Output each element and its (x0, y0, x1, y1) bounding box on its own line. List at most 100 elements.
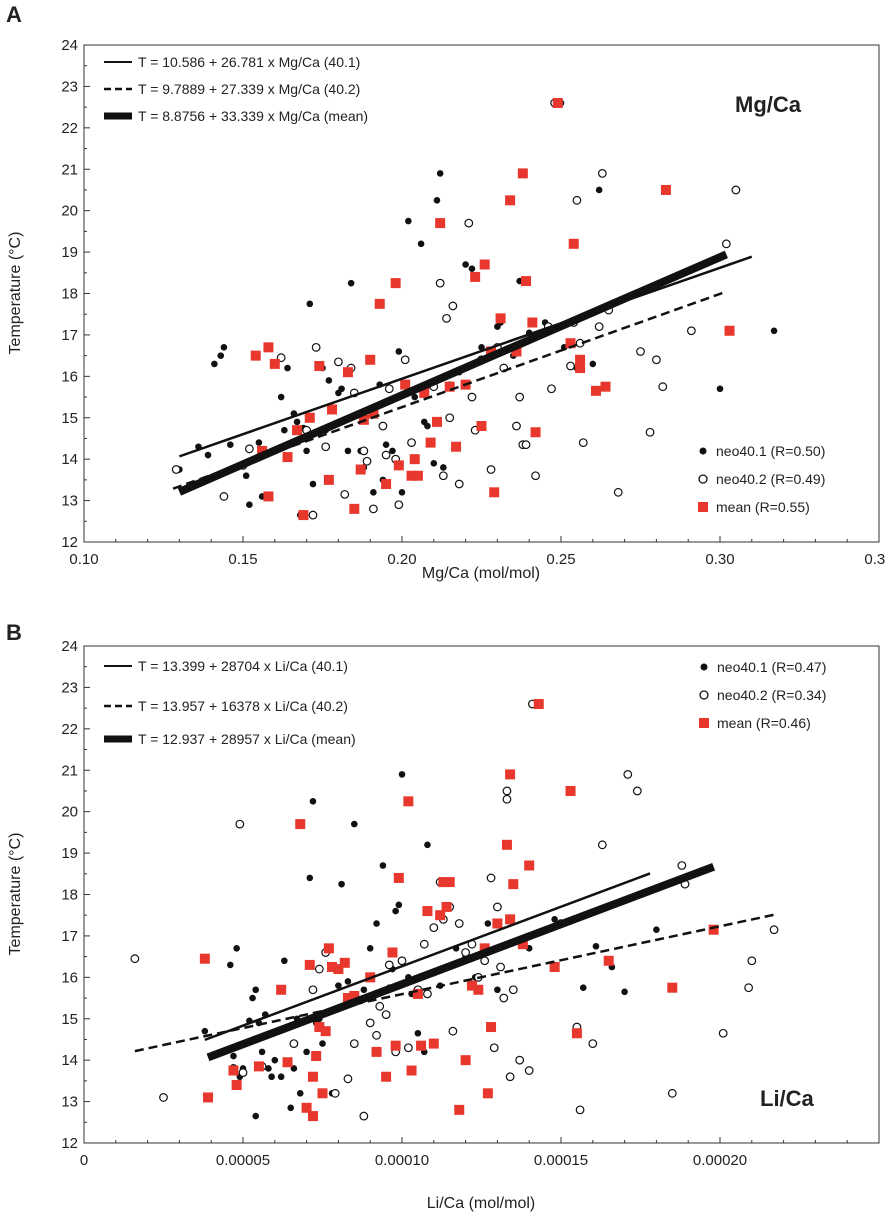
point-open (235, 819, 245, 829)
point-filled (382, 441, 390, 448)
point-filled (309, 480, 317, 488)
equation-legend-a: T = 10.586 + 26.781 x Mg/Ca (40.1) T = 9… (104, 54, 368, 124)
point-filled (468, 265, 476, 272)
point-filled (255, 439, 263, 446)
point-filled (306, 300, 314, 308)
point-open (407, 438, 416, 448)
point-filled (293, 418, 301, 426)
regression-line-dashed (134, 912, 778, 1053)
point-filled (319, 1040, 326, 1047)
point-filled (351, 820, 358, 828)
y-tick-label: 17 (61, 928, 78, 945)
point-filled (430, 460, 438, 467)
point-mean (349, 503, 360, 514)
point-filled (268, 1073, 275, 1081)
point-mean (231, 1080, 242, 1091)
point-filled (287, 1104, 295, 1112)
legend-eq-40-2-b: T = 13.957 + 16378 x Li/Ca (40.2) (138, 698, 348, 714)
point-open (378, 421, 388, 431)
point-filled (436, 170, 444, 177)
point-mean (441, 901, 452, 912)
point-open (238, 1068, 248, 1077)
point-open (686, 326, 696, 336)
point-mean (489, 487, 500, 498)
point-filled (211, 360, 218, 368)
point-filled (417, 240, 425, 248)
point-open (454, 479, 464, 489)
point-filled (252, 1112, 260, 1120)
point-mean (292, 425, 303, 436)
point-filled (258, 1048, 266, 1056)
point-filled (414, 1029, 422, 1037)
x-tick-label: 0.15 (228, 551, 257, 568)
y-tick-label: 15 (61, 1011, 78, 1028)
point-open (572, 195, 582, 205)
point-open (718, 1028, 728, 1038)
point-mean (276, 984, 287, 995)
point-open (467, 392, 477, 402)
point-filled (303, 447, 310, 455)
point-open (489, 1043, 499, 1053)
chart-tag-a: Mg/Ca (735, 92, 802, 117)
x-tick-label: 0.35 (864, 551, 886, 568)
point-filled (392, 907, 399, 915)
point-filled (462, 261, 469, 268)
point-mean (400, 379, 411, 390)
point-open (308, 985, 318, 995)
point-filled (411, 393, 419, 401)
y-axis-b: 12 13 14 15 16 17 18 19 20 21 22 23 24 (61, 638, 90, 1152)
y-tick-label: 20 (61, 203, 78, 220)
point-mean (575, 363, 586, 374)
y-tick-label: 21 (61, 762, 78, 779)
point-open (496, 962, 505, 972)
point-open (464, 218, 474, 228)
point-mean (403, 796, 414, 807)
point-filled (271, 1056, 279, 1064)
y-tick-label: 23 (61, 679, 78, 696)
point-mean (301, 1102, 312, 1113)
y-tick-label: 22 (61, 120, 78, 137)
panel-a-mg-ca: A 12 13 14 15 16 17 18 19 20 21 22 23 24 0.10 0.15 0.2… (6, 2, 886, 582)
point-mean (505, 914, 516, 925)
point-open (289, 1039, 299, 1048)
point-filled (265, 1065, 272, 1072)
point-mean (381, 479, 392, 490)
point-mean (466, 980, 477, 991)
point-filled (484, 920, 492, 927)
point-mean (339, 957, 350, 968)
point-filled (335, 982, 342, 989)
point-open (244, 444, 254, 454)
point-mean (412, 988, 423, 999)
y-tick-label: 17 (61, 327, 78, 344)
point-filled (296, 1090, 304, 1097)
legend-series-40-2-b: neo40.2 (R=0.34) (717, 687, 826, 703)
point-open (171, 465, 181, 474)
point-open (493, 902, 502, 912)
point-filled (424, 841, 431, 849)
point-mean (228, 1065, 239, 1076)
point-open (397, 956, 407, 966)
legend-eq-mean-b: T = 12.937 + 28957 x Li/Ca (mean) (138, 731, 356, 747)
point-mean (571, 1028, 582, 1039)
point-mean (549, 961, 560, 972)
point-mean (444, 877, 455, 888)
point-filled (366, 945, 374, 952)
point-open (769, 925, 779, 935)
point-open (359, 446, 369, 456)
point-mean (199, 953, 210, 964)
point-filled (551, 916, 558, 923)
point-open (311, 342, 321, 352)
point-mean (479, 259, 490, 270)
point-open (365, 1018, 375, 1028)
legend-series-mean-b: mean (R=0.46) (717, 715, 811, 731)
point-mean (307, 1071, 318, 1082)
point-mean (600, 381, 611, 392)
y-tick-label: 15 (61, 410, 78, 427)
point-open (394, 500, 404, 510)
point-mean (492, 918, 503, 929)
point-filled (344, 447, 352, 455)
point-filled (405, 217, 412, 225)
point-filled (424, 422, 431, 430)
point-mean (667, 982, 678, 993)
point-filled (325, 377, 333, 384)
